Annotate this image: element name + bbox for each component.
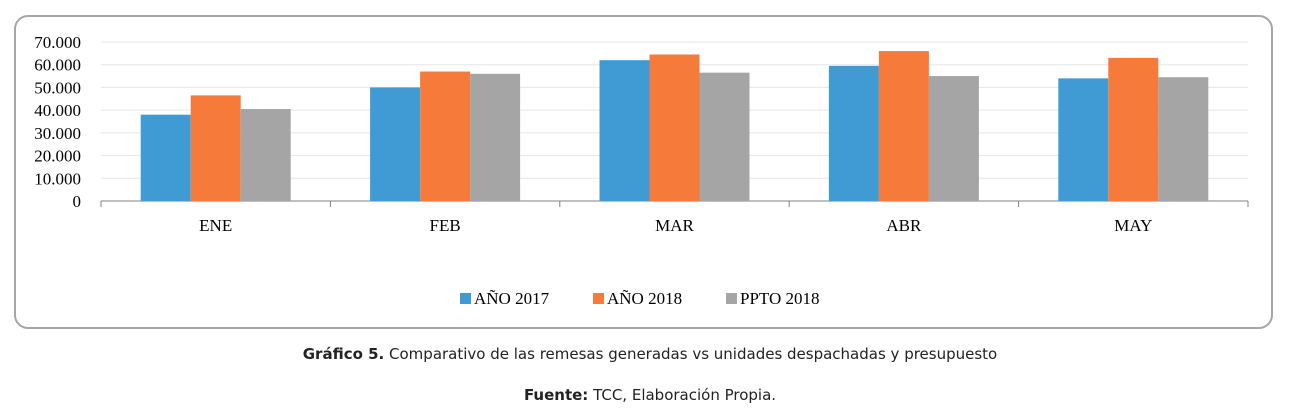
figure-source: Fuente: TCC, Elaboración Propia. [0, 386, 1300, 404]
y-tick-label: 10.000 [34, 169, 81, 188]
y-tick-label: 40.000 [34, 101, 81, 120]
legend-swatch [460, 293, 471, 304]
bar-chart: 0 10.000 20.000 30.000 40.000 50.000 60.000 70.… [34, 33, 1249, 308]
y-tick-label: 70.000 [34, 33, 81, 52]
bar [240, 109, 291, 201]
legend-label: AÑO 2018 [607, 289, 682, 308]
x-category-label: ABR [886, 216, 922, 235]
legend-label: PPTO 2018 [740, 289, 820, 308]
bar [140, 114, 191, 201]
caption-text: Comparativo de las remesas generadas vs … [384, 345, 998, 363]
bar [878, 51, 929, 202]
figure-caption: Gráfico 5. Comparativo de las remesas ge… [0, 345, 1300, 363]
x-category-label: MAY [1114, 216, 1152, 235]
source-text: TCC, Elaboración Propia. [588, 386, 777, 404]
y-tick-label: 0 [73, 192, 82, 211]
bar [370, 87, 421, 201]
x-category-label: FEB [430, 216, 461, 235]
y-tick-label: 30.000 [34, 124, 81, 143]
y-tick-label: 20.000 [34, 147, 81, 166]
source-label: Fuente: [523, 386, 589, 404]
bar [699, 72, 750, 201]
bar [599, 60, 650, 201]
legend-label: AÑO 2017 [474, 289, 550, 308]
bar [1158, 77, 1209, 201]
y-tick-label: 50.000 [34, 78, 81, 97]
bar [928, 76, 979, 201]
bar [649, 54, 700, 201]
caption-label: Gráfico 5. [302, 345, 385, 363]
bar [1108, 57, 1159, 202]
legend-swatch [593, 293, 604, 304]
legend-swatch [726, 293, 737, 304]
x-category-label: MAR [655, 216, 694, 235]
bar [420, 71, 471, 202]
bar [190, 95, 241, 201]
x-category-label: ENE [199, 216, 232, 235]
chart-frame: 0 10.000 20.000 30.000 40.000 50.000 60.000 70.… [14, 15, 1273, 329]
bar [470, 73, 521, 201]
y-tick-label: 60.000 [34, 56, 81, 75]
bar [828, 65, 879, 201]
bar [1058, 78, 1109, 201]
